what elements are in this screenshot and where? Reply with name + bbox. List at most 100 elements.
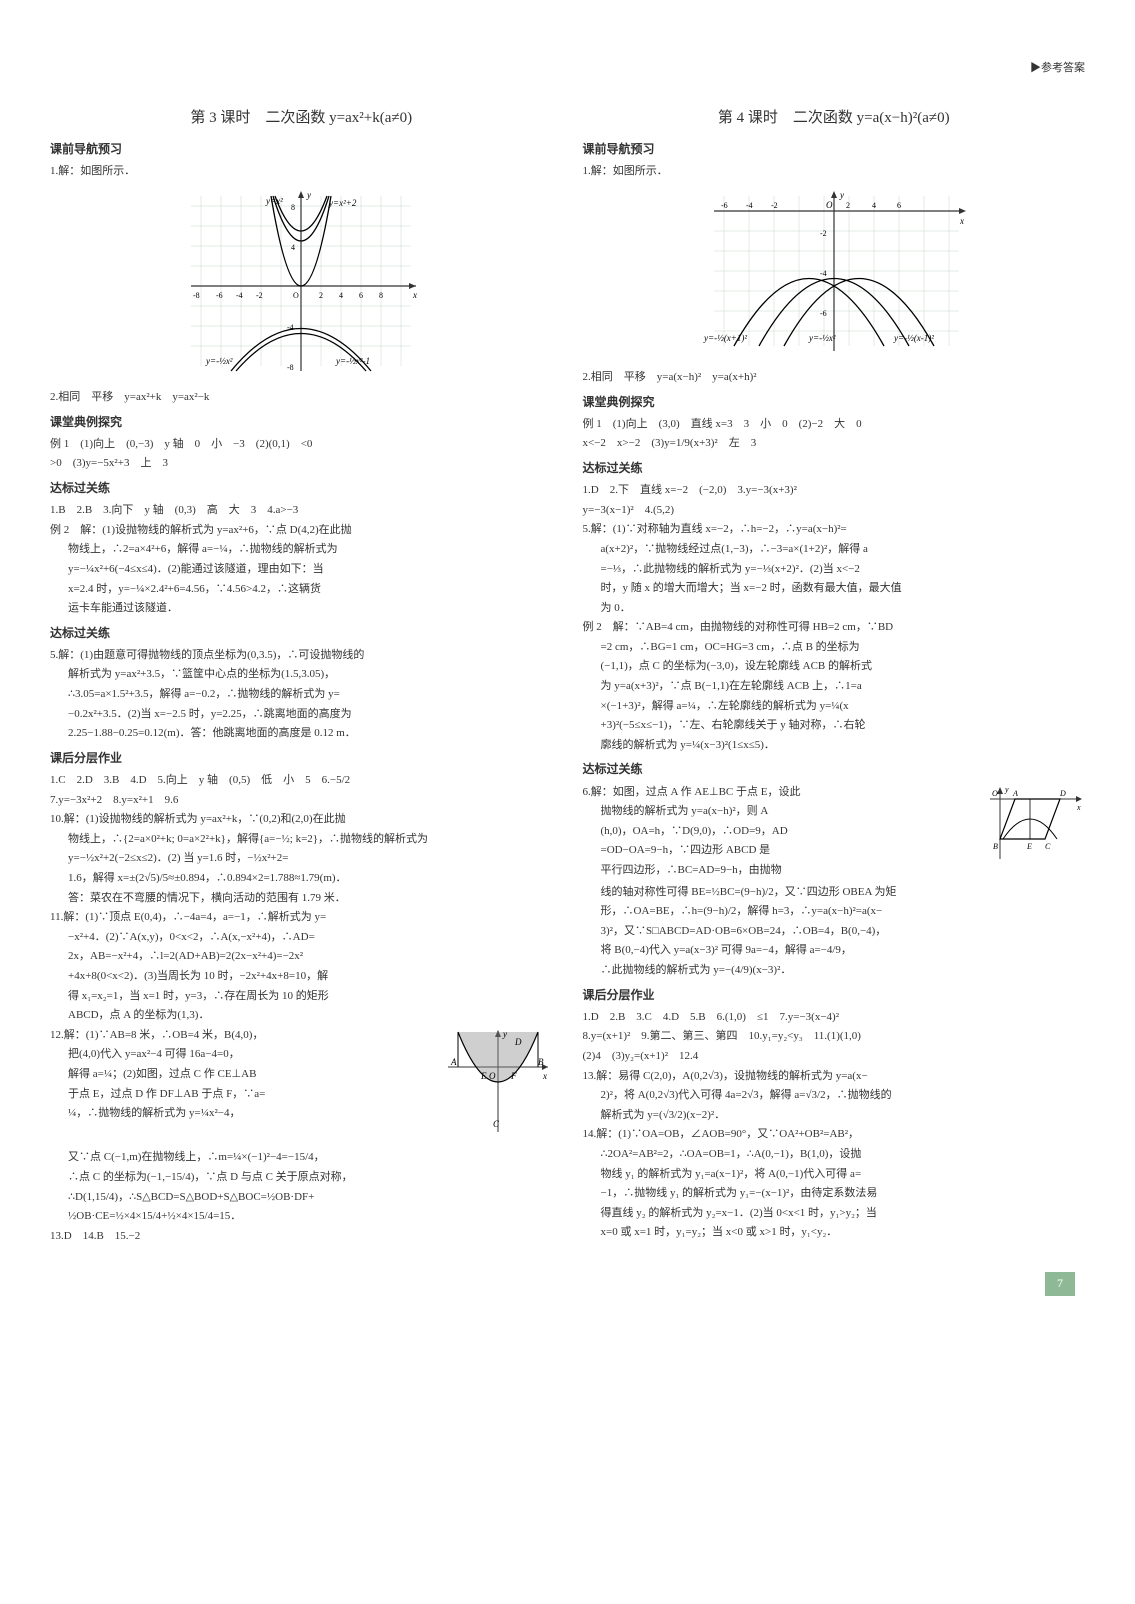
- svg-text:O: O: [826, 200, 833, 210]
- text-line: 例 2 解：∵AB=4 cm，由抛物线的对称性可得 HB=2 cm，∵BD: [583, 619, 1086, 637]
- text-line: >0 (3)y=−5x²+3 上 3: [50, 455, 553, 473]
- svg-text:-2: -2: [820, 229, 827, 238]
- text-line: 物线上，∴2=a×4²+6，解得 a=−¼，∴抛物线的解析式为: [50, 541, 553, 559]
- section-practice-2: 达标过关练: [583, 760, 1086, 779]
- text-line: 为 y=a(x+3)²，∵点 B(−1,1)在左轮廓线 ACB 上，∴1=a: [583, 678, 1086, 696]
- text-line: 1.C 2.D 3.B 4.D 5.向上 y 轴 (0,5) 低 小 5 6.−…: [50, 772, 553, 790]
- text-line: ½OB·CE=½×4×15/4+½×4×15/4=15．: [50, 1208, 553, 1226]
- section-examples: 课堂典例探究: [50, 413, 553, 432]
- svg-text:x: x: [1076, 803, 1081, 812]
- text-line: y=−½x²+2(−2≤x≤2)．(2) 当 y=1.6 时，−½x²+2=: [50, 850, 553, 868]
- svg-text:y=x²: y=x²: [265, 196, 283, 206]
- section-homework: 课后分层作业: [50, 749, 553, 768]
- text-line: 物线上，∴{2=a×0²+k; 0=a×2²+k}，解得{a=−½; k=2}，…: [50, 831, 553, 849]
- text-line: x<−2 x>−2 (3)y=1/9(x+3)² 左 3: [583, 435, 1086, 453]
- svg-text:y=-½x²-1: y=-½x²-1: [335, 356, 370, 366]
- text-line: 2x，AB=−x²+4，∴l=2(AD+AB)=2(2x−x²+4)=−2x²: [50, 948, 553, 966]
- text-line: 为 0．: [583, 600, 1086, 618]
- text-line: 3)²，又∵S□ABCD=AD·OB=6×OB=24，∴OB=4，B(0,−4)…: [583, 923, 1086, 941]
- text-line: ∴D(1,15/4)，∴S△BCD=S△BOD+S△BOC=½OB·DF+: [50, 1189, 553, 1207]
- svg-text:y: y: [502, 1029, 507, 1039]
- svg-text:A: A: [1012, 789, 1018, 798]
- figure-parabolas-1: y=x² y=x²+2 y=-½x² y=-½x²-1 x y -8-6 -4-…: [50, 186, 553, 383]
- text-line: 1.6，解得 x=±(2√5)/5≈±0.894，∴0.894×2=1.788≈…: [50, 870, 553, 888]
- text-line: ∴此抛物线的解析式为 y=−(4/9)(x−3)²．: [583, 962, 1086, 980]
- text-line: a(x+2)²，∵抛物线经过点(1,−3)，∴−3=a×(1+2)²，解得 a: [583, 541, 1086, 559]
- lesson-title-3: 第 3 课时 二次函数 y=ax²+k(a≠0): [50, 106, 553, 130]
- text-line: 1.D 2.B 3.C 4.D 5.B 6.(1,0) ≤1 7.y=−3(x−…: [583, 1009, 1086, 1027]
- svg-text:8: 8: [379, 291, 383, 300]
- svg-text:2: 2: [319, 291, 323, 300]
- svg-text:-2: -2: [771, 201, 778, 210]
- figure-parabola-small: A B C D E F O x y: [443, 1027, 553, 1144]
- text-line: −x²+4．(2)∵A(x,y)，0<x<2，∴A(x,−x²+4)，∴AD=: [50, 929, 553, 947]
- text-line: 8.y=(x+1)² 9.第二、第三、第四 10.y₁=y₂<y₃ 11.(1)…: [583, 1028, 1086, 1046]
- svg-text:y=-½(x+1)²: y=-½(x+1)²: [703, 333, 747, 343]
- svg-text:y: y: [306, 190, 311, 200]
- text-line: 例 1 (1)向上 (3,0) 直线 x=3 3 小 0 (2)−2 大 0: [583, 416, 1086, 434]
- svg-text:2: 2: [846, 201, 850, 210]
- svg-text:y: y: [839, 190, 844, 200]
- text-line: ABCD，点 A 的坐标为(1,3)．: [50, 1007, 553, 1025]
- figure-parabolas-2: O x y y=-½(x+1)² y=-½x² y=-½(x-1)² -6-4 …: [583, 186, 1086, 363]
- text-line: ∴2OA²=AB²=2，∴OA=OB=1，∴A(0,−1)，B(1,0)，设抛: [583, 1146, 1086, 1164]
- text-line: 2)²，将 A(0,2√3)代入可得 4a=2√3，解得 a=√3/2，∴抛物线…: [583, 1087, 1086, 1105]
- text-line: 10.解：(1)设抛物线的解析式为 y=ax²+k，∵(0,2)和(2,0)在此…: [50, 811, 553, 829]
- text-line: 14.解：(1)∵OA=OB，∠AOB=90°，又∵OA²+OB²=AB²，: [583, 1126, 1086, 1144]
- svg-text:D: D: [1059, 789, 1066, 798]
- section-preview: 课前导航预习: [50, 140, 553, 159]
- text-line: 答：菜农在不弯腰的情况下，横向活动的范围有 1.79 米．: [50, 890, 553, 908]
- svg-text:-6: -6: [216, 291, 223, 300]
- text-line: 时，y 随 x 的增大而增大；当 x=−2 时，函数有最大值，最大值: [583, 580, 1086, 598]
- text-line: y=−¼x²+6(−4≤x≤4)．(2)能通过该隧道，理由如下：当: [50, 561, 553, 579]
- svg-text:O: O: [489, 1071, 496, 1081]
- left-column: 第 3 课时 二次函数 y=ax²+k(a≠0) 课前导航预习 1.解：如图所示…: [50, 98, 553, 1248]
- svg-text:O: O: [992, 789, 998, 798]
- text-line: ∴3.05=a×1.5²+3.5，解得 a=−0.2，∴抛物线的解析式为 y=: [50, 686, 553, 704]
- svg-text:8: 8: [291, 203, 295, 212]
- text-line: 廓线的解析式为 y=¼(x−3)²(1≤x≤5)．: [583, 737, 1086, 755]
- text-line: 得直线 y₂ 的解析式为 y₂=x−1．(2)当 0<x<1 时，y₁>y₂；当: [583, 1205, 1086, 1223]
- svg-text:-8: -8: [287, 363, 294, 372]
- svg-text:6: 6: [359, 291, 363, 300]
- section-examples: 课堂典例探究: [583, 393, 1086, 412]
- svg-text:E: E: [1026, 842, 1032, 851]
- svg-text:x: x: [542, 1071, 547, 1081]
- svg-text:-6: -6: [721, 201, 728, 210]
- text-line: y=−3(x−1)² 4.(5,2): [583, 502, 1086, 520]
- text-line: 运卡车能通过该隧道．: [50, 600, 553, 618]
- svg-text:-2: -2: [256, 291, 263, 300]
- svg-text:D: D: [514, 1037, 522, 1047]
- text-line: −0.2x²+3.5．(2)当 x=−2.5 时，y=2.25，∴跳离地面的高度…: [50, 706, 553, 724]
- svg-text:B: B: [993, 842, 998, 851]
- page-number: 7: [1045, 1272, 1075, 1295]
- text-line: 1.解：如图所示．: [50, 163, 553, 181]
- text-line: 11.解：(1)∵顶点 E(0,4)，∴−4a=4，a=−1，∴解析式为 y=: [50, 909, 553, 927]
- figure-parallelogram: A D B C E O x y: [985, 784, 1085, 871]
- text-line: 解析式为 y=ax²+3.5，∵篮筐中心点的坐标为(1.5,3.05)，: [50, 666, 553, 684]
- svg-text:y=-½(x-1)²: y=-½(x-1)²: [893, 333, 934, 343]
- text-line: 形，∴OA=BE，∴h=(9−h)/2，解得 h=3，∴y=a(x−h)²=a(…: [583, 903, 1086, 921]
- svg-text:C: C: [493, 1119, 500, 1129]
- svg-text:C: C: [1045, 842, 1051, 851]
- svg-text:-8: -8: [193, 291, 200, 300]
- svg-text:F: F: [510, 1071, 517, 1081]
- text-line: 5.解：(1)∵对称轴为直线 x=−2，∴h=−2，∴y=a(x−h)²=: [583, 521, 1086, 539]
- text-line: 13.解：易得 C(2,0)，A(0,2√3)，设抛物线的解析式为 y=a(x−: [583, 1068, 1086, 1086]
- section-practice: 达标过关练: [583, 459, 1086, 478]
- right-column: 第 4 课时 二次函数 y=a(x−h)²(a≠0) 课前导航预习 1.解：如图…: [583, 98, 1086, 1248]
- text-line: 又∵点 C(−1,m)在抛物线上，∴m=¼×(−1)²−4=−15/4，: [50, 1149, 553, 1167]
- text-line: ×(−1+3)²，解得 a=¼，∴左轮廓线的解析式为 y=¼(x: [583, 698, 1086, 716]
- svg-text:x: x: [412, 290, 417, 300]
- section-homework: 课后分层作业: [583, 986, 1086, 1005]
- svg-text:6: 6: [897, 201, 901, 210]
- breadcrumb: ▶参考答案: [50, 60, 1085, 78]
- svg-text:4: 4: [291, 243, 295, 252]
- text-line: 例 1 (1)向上 (0,−3) y 轴 0 小 −3 (2)(0,1) <0: [50, 436, 553, 454]
- text-line: =−⅓，∴此抛物线的解析式为 y=−⅓(x+2)²．(2)当 x<−2: [583, 561, 1086, 579]
- text-line: (−1,1)，点 C 的坐标为(−3,0)，设左轮廓线 ACB 的解析式: [583, 658, 1086, 676]
- svg-text:-4: -4: [287, 323, 294, 332]
- svg-text:-4: -4: [236, 291, 243, 300]
- svg-text:x: x: [959, 216, 964, 226]
- svg-text:-6: -6: [820, 309, 827, 318]
